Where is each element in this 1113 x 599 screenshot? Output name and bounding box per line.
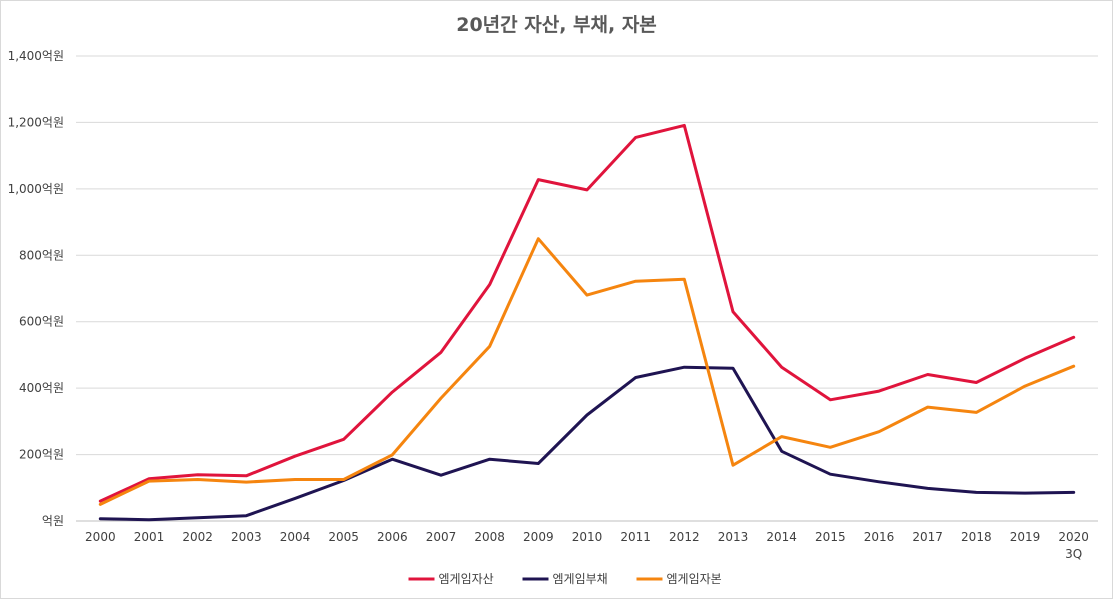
x-tick-label: 2009 bbox=[523, 530, 554, 544]
y-tick-label: 800억원 bbox=[19, 248, 64, 262]
y-tick-label: 400억원 bbox=[19, 381, 64, 395]
legend-label: 엠게임자산 bbox=[439, 572, 494, 586]
series-line-2 bbox=[98, 237, 1076, 506]
x-tick-label: 2005 bbox=[328, 530, 359, 544]
y-tick-label: 1,400억원 bbox=[8, 49, 64, 63]
x-tick-label: 2014 bbox=[766, 530, 797, 544]
x-tick-label: 2003 bbox=[231, 530, 262, 544]
y-tick-label: 600억원 bbox=[19, 315, 64, 329]
x-tick-label: 2004 bbox=[280, 530, 311, 544]
x-tick-label: 2001 bbox=[134, 530, 165, 544]
x-tick-label: 2008 bbox=[474, 530, 505, 544]
x-tick-label: 2016 bbox=[864, 530, 895, 544]
x-tick-label: 2019 bbox=[1010, 530, 1041, 544]
legend-label: 엠게임자본 bbox=[667, 572, 722, 586]
x-tick-label: 2018 bbox=[961, 530, 992, 544]
y-tick-label: 억원 bbox=[42, 514, 64, 528]
legend-label: 엠게임부채 bbox=[553, 572, 608, 586]
x-tick-label: 2007 bbox=[426, 530, 457, 544]
x-tick-label: 2010 bbox=[572, 530, 603, 544]
x-tick-label: 2015 bbox=[815, 530, 846, 544]
y-tick-label: 1,200억원 bbox=[8, 115, 64, 129]
series-line-1 bbox=[98, 365, 1076, 522]
x-tick-label: 2017 bbox=[912, 530, 943, 544]
series-line-0 bbox=[98, 123, 1076, 503]
y-tick-label: 1,000억원 bbox=[8, 182, 64, 196]
x-tick-label: 2006 bbox=[377, 530, 408, 544]
x-tick-label: 2020 3Q bbox=[1058, 530, 1089, 561]
y-tick-label: 200억원 bbox=[19, 448, 64, 462]
chart-title: 20년간 자산, 부채, 자본 bbox=[456, 14, 657, 36]
x-tick-label: 2013 bbox=[718, 530, 749, 544]
x-tick-label: 2011 bbox=[620, 530, 651, 544]
x-tick-label: 2002 bbox=[182, 530, 213, 544]
x-tick-label: 2012 bbox=[669, 530, 700, 544]
x-tick-label: 2000 bbox=[85, 530, 116, 544]
